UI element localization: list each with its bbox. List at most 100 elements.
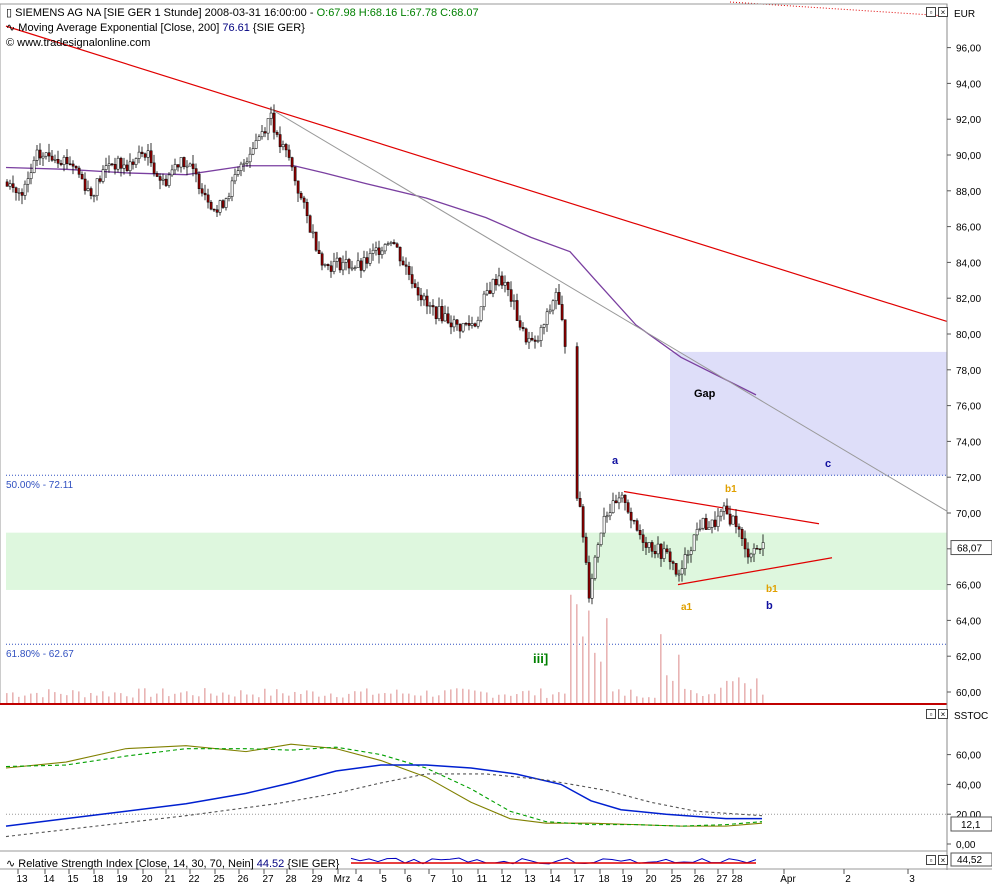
- volume-bar: [564, 693, 566, 704]
- volume-bar: [156, 693, 158, 704]
- y-tick-label: 86,00: [956, 223, 981, 234]
- candle-body: [119, 157, 123, 169]
- candle-body: [353, 267, 357, 269]
- volume-bar: [132, 697, 134, 704]
- volume-bar: [204, 688, 206, 704]
- y-tick-label: 80,00: [956, 330, 981, 341]
- restore-button[interactable]: ▫: [926, 7, 936, 17]
- volume-bar: [72, 690, 74, 704]
- volume-bar: [666, 675, 668, 704]
- volume-bar: [348, 693, 350, 704]
- x-tick-label: 19: [621, 874, 633, 885]
- candle-body: [680, 568, 684, 575]
- volume-bar: [252, 694, 254, 704]
- candle-body: [734, 515, 738, 527]
- restore-button[interactable]: ▫: [926, 709, 936, 719]
- candle-body: [185, 165, 189, 168]
- restore-button[interactable]: ▫: [926, 855, 936, 865]
- last-price-label: 68,07: [957, 544, 982, 555]
- close-button[interactable]: ×: [938, 709, 948, 719]
- candle-body: [86, 188, 90, 191]
- ohlc-values: O:67.98 H:68.16 L:67.78 C:68.07: [316, 7, 479, 19]
- candle-body: [530, 337, 534, 341]
- x-tick-label: 22: [188, 874, 200, 885]
- volume-bar: [420, 695, 422, 704]
- y-tick-label: 60,00: [956, 688, 981, 699]
- copyright-icon: ©: [6, 37, 15, 49]
- wave-c-label: c: [825, 458, 831, 470]
- candle-body: [239, 163, 243, 171]
- volume-bar: [594, 652, 596, 704]
- volume-bar: [324, 695, 326, 704]
- y-tick-label: 74,00: [956, 437, 981, 448]
- y-tick-label: 66,00: [956, 581, 981, 592]
- candle-body: [461, 322, 465, 332]
- volume-bar: [210, 693, 212, 704]
- candle-body: [620, 494, 624, 499]
- volume-bar: [612, 691, 614, 704]
- fib-level-label: 61.80% - 62.67: [6, 649, 74, 660]
- candle-body: [374, 247, 378, 251]
- x-tick-label: 15: [67, 874, 79, 885]
- x-tick-label: 4: [357, 874, 363, 885]
- candle-body: [176, 164, 180, 168]
- candle-body: [641, 534, 645, 543]
- candle-body: [698, 527, 702, 530]
- volume-bar: [570, 594, 572, 704]
- candle-icon: ▯: [6, 7, 13, 19]
- volume-bar: [138, 688, 140, 704]
- volume-bar: [36, 692, 38, 704]
- candle-body: [548, 309, 552, 313]
- candle-body: [404, 264, 408, 267]
- candle-body: [740, 529, 744, 539]
- close-button[interactable]: ×: [938, 855, 948, 865]
- candle-body: [593, 556, 597, 579]
- candle-body: [614, 500, 618, 504]
- x-tick-label: 27: [716, 874, 728, 885]
- candle-body: [317, 249, 321, 254]
- candle-body: [608, 512, 612, 517]
- volume-bar: [492, 697, 494, 704]
- candle-body: [269, 112, 273, 119]
- y-tick-label: 60,00: [956, 751, 981, 762]
- candle-body: [332, 261, 336, 272]
- candle-body: [68, 163, 72, 166]
- candle-body: [344, 259, 348, 263]
- rsi-suffix: {SIE GER}: [284, 858, 340, 870]
- candle-body: [245, 161, 249, 164]
- candle-body: [212, 208, 216, 211]
- volume-bar: [756, 678, 758, 704]
- candle-body: [536, 340, 540, 342]
- candle-body: [647, 542, 651, 548]
- x-tick-label: 27: [262, 874, 274, 885]
- candle-body: [638, 530, 642, 536]
- candle-body: [242, 162, 246, 165]
- candle-body: [653, 551, 657, 555]
- volume-bar: [546, 697, 548, 704]
- candle-body: [704, 518, 708, 530]
- candle-body: [563, 319, 567, 347]
- volume-bar: [444, 690, 446, 704]
- candle-body: [368, 253, 372, 264]
- candle-body: [89, 188, 93, 196]
- candle-body: [143, 153, 147, 158]
- close-button[interactable]: ×: [938, 7, 948, 17]
- candle-body: [200, 188, 204, 194]
- stoch-last-label: 12,1: [961, 820, 981, 831]
- stoch-series-line: [5, 764, 762, 827]
- x-tick-label: 11: [477, 874, 488, 885]
- candle-body: [194, 168, 198, 175]
- symbol-header: ▯ SIEMENS AG NA [SIE GER 1 Stunde] 2008-…: [6, 6, 479, 19]
- triangle-upper-line: [623, 490, 820, 525]
- candle-body: [674, 563, 678, 575]
- candle-body: [482, 293, 486, 307]
- candle-body: [227, 196, 231, 199]
- candle-body: [464, 322, 468, 325]
- candle-body: [59, 163, 63, 165]
- source-link[interactable]: www.tradesignalonline.com: [17, 37, 151, 49]
- candle-body: [107, 163, 111, 166]
- volume-bar: [174, 693, 176, 704]
- candle-body: [515, 300, 519, 321]
- candle-body: [383, 244, 387, 252]
